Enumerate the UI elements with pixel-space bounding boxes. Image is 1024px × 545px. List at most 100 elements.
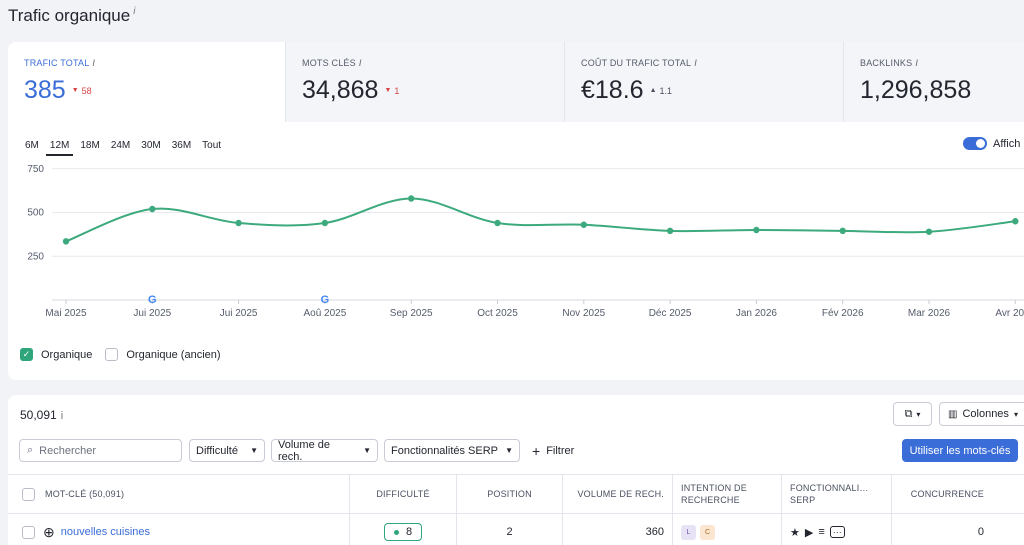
data-point <box>494 219 501 227</box>
kpi-delta: ▲ 1.1 <box>649 85 673 96</box>
header-difficulty[interactable]: Difficulté <box>350 475 457 513</box>
search-icon: ⌕ <box>27 444 34 456</box>
checkbox-icon[interactable] <box>105 348 119 361</box>
display-toggle[interactable]: Affich <box>963 137 1020 150</box>
intent-badge-c: C <box>700 524 715 540</box>
chevron-down-icon: ▼ <box>250 446 258 455</box>
kpi-delta: ▼ 1 <box>384 85 400 96</box>
header-keyword[interactable]: Mot-clé (50,091) <box>8 475 350 513</box>
traffic-line-chart: 250 500 750 Mai 2025 Jui 2025 Jui 2025 Aoû 202… <box>27 164 1024 319</box>
difficulty-filter[interactable]: Difficulté ▼ <box>189 439 265 462</box>
kpi-delta: ▼ 58 <box>71 85 92 96</box>
kpi-label: Backlinks i <box>860 58 919 68</box>
period-18m[interactable]: 18M <box>80 140 100 151</box>
kpi-label: Mots clés i <box>302 58 362 68</box>
period-12m[interactable]: 12M <box>45 140 74 156</box>
legend-label: Organique <box>41 348 93 361</box>
info-icon[interactable]: i <box>694 58 697 68</box>
header-serp[interactable]: Fonctionnali… SERP <box>782 475 892 513</box>
columns-icon: ▥ <box>948 408 958 420</box>
x-tick-label: Avr 2026 <box>995 308 1024 319</box>
add-circle-icon[interactable]: ⊕ <box>43 523 55 540</box>
period-30m[interactable]: 30M <box>141 140 161 151</box>
table-row[interactable]: ⊕ nouvelles cuisines 8 2 360 L C ★ ▶ ≡ ·… <box>8 514 1024 545</box>
difficulty-badge: 8 <box>383 523 423 541</box>
more-icon[interactable]: ··· <box>829 526 845 538</box>
select-all-checkbox[interactable] <box>22 487 35 501</box>
keyword-count: 50,091 i <box>20 408 64 422</box>
x-tick-label: Sep 2025 <box>390 308 433 319</box>
google-icon: G <box>148 294 157 306</box>
header-volume[interactable]: Volume de rech. <box>563 475 673 513</box>
cell-difficulty: 8 <box>350 514 457 545</box>
info-icon[interactable]: i <box>133 6 136 18</box>
cell-volume: 360 <box>563 514 673 545</box>
copy-button[interactable]: ⧉ ▾ <box>893 402 932 426</box>
volume-filter[interactable]: Volume de rech. ▼ <box>271 439 378 463</box>
star-icon: ★ <box>790 526 800 539</box>
x-tick-label: Jan 2026 <box>736 308 778 319</box>
x-tick-label: Mai 2025 <box>45 308 87 319</box>
cell-position: 2 <box>457 514 563 545</box>
keywords-table-card: 50,091 i ⧉ ▾ ▥ Colonnes ▾ ⌕ Rechercher Di… <box>8 395 1024 545</box>
search-input[interactable]: ⌕ Rechercher <box>19 439 182 462</box>
checkbox-checked-icon[interactable]: ✓ <box>20 348 33 361</box>
columns-label: Colonnes <box>962 408 1009 420</box>
chevron-down-icon: ▼ <box>505 446 513 455</box>
kpi-row: Trafic total i 385 ▼ 58 Mots clés i 34,868 … <box>8 42 1024 122</box>
page-title: Trafic organique i <box>8 6 135 26</box>
chart-legend: ✓ Organique Organique (ancien) <box>20 348 234 361</box>
header-intent[interactable]: Intention de recherche <box>673 475 782 513</box>
row-checkbox[interactable] <box>22 525 35 539</box>
data-point <box>580 221 587 228</box>
info-icon[interactable]: i <box>60 410 64 422</box>
info-icon[interactable]: i <box>92 58 96 68</box>
info-icon[interactable]: i <box>915 58 919 68</box>
kpi-keywords[interactable]: Mots clés i 34,868 ▼ 1 <box>286 42 565 122</box>
period-36m[interactable]: 36M <box>171 140 192 151</box>
cell-intent: L C <box>673 514 782 545</box>
plus-icon: + <box>532 442 541 459</box>
keyword-link[interactable]: nouvelles cuisines <box>60 526 151 538</box>
add-filter-button[interactable]: + Filtrer <box>532 442 575 459</box>
kpi-label: Trafic total i <box>24 58 96 68</box>
cell-serp: ★ ▶ ≡ ··· <box>782 514 892 545</box>
period-6m[interactable]: 6M <box>25 140 39 151</box>
header-position[interactable]: Position <box>457 475 563 513</box>
cell-keyword: ⊕ nouvelles cuisines <box>8 514 350 545</box>
info-icon[interactable]: i <box>358 58 362 68</box>
list-icon: ≡ <box>818 526 825 538</box>
table-header: Mot-clé (50,091) Difficulté Position Vol… <box>8 474 1024 514</box>
kpi-total-traffic[interactable]: Trafic total i 385 ▼ 58 <box>8 42 286 122</box>
header-competition[interactable]: Concurrence <box>910 489 984 499</box>
kpi-backlinks[interactable]: Backlinks i 1,296,858 <box>844 42 1024 122</box>
kpi-traffic-cost[interactable]: Coût du trafic total i €18.6 ▲ 1.1 <box>565 42 844 122</box>
x-tick-label: Aoû 2025 <box>303 308 346 319</box>
toggle-label: Affich <box>993 137 1021 150</box>
kpi-label: Coût du trafic total i <box>581 58 697 68</box>
search-placeholder: Rechercher <box>39 444 97 457</box>
serp-features-filter[interactable]: Fonctionnalités SERP ▼ <box>384 439 520 462</box>
kpi-value: €18.6 <box>581 76 644 104</box>
kpi-value: 34,868 <box>302 76 379 104</box>
period-all[interactable]: Tout <box>202 140 222 151</box>
y-tick-label: 250 <box>27 251 44 262</box>
legend-organique[interactable]: ✓ Organique <box>20 348 92 361</box>
columns-button[interactable]: ▥ Colonnes ▾ <box>939 402 1024 426</box>
copy-icon: ⧉ <box>904 407 913 420</box>
x-tick-label: Mar 2026 <box>908 308 951 319</box>
use-keywords-button[interactable]: Utiliser les mots-clés <box>902 439 1018 462</box>
data-point <box>149 205 156 213</box>
toggle-switch[interactable] <box>963 137 987 150</box>
triangle-down-icon: ▼ <box>384 87 392 94</box>
period-24m[interactable]: 24M <box>110 140 131 151</box>
legend-organique-ancien[interactable]: Organique (ancien) <box>105 348 221 361</box>
data-point <box>839 227 846 235</box>
intent-badge-l: L <box>681 524 696 540</box>
chevron-down-icon: ▼ <box>363 446 371 455</box>
triangle-up-icon: ▲ <box>649 87 657 94</box>
data-point <box>62 238 70 245</box>
google-icon: G <box>321 294 330 306</box>
cell-competition: 0 <box>977 526 984 538</box>
chevron-down-icon: ▾ <box>916 409 921 419</box>
